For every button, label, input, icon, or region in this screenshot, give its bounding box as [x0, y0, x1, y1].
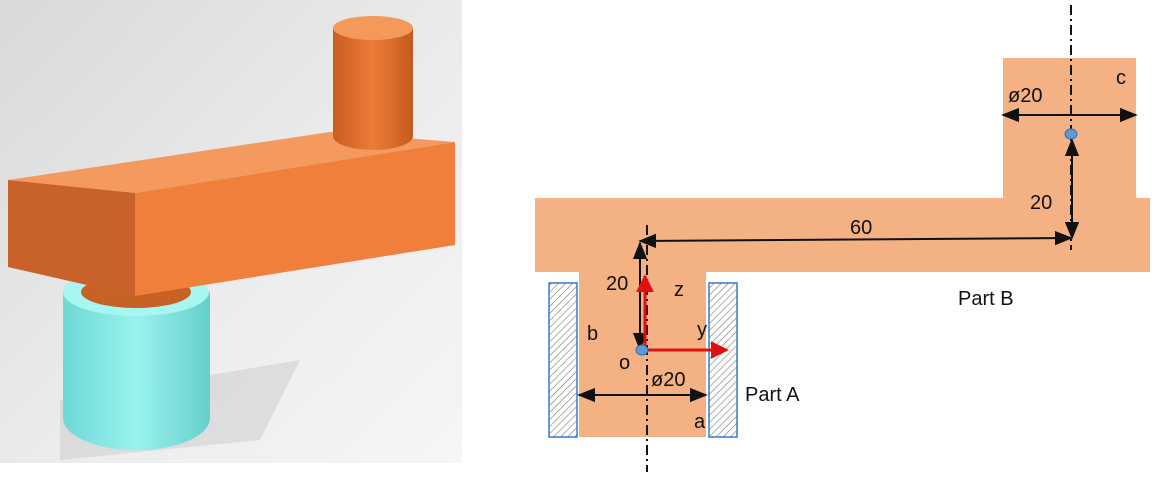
corner-c-label: c	[1116, 67, 1126, 89]
axis-y-label: y	[697, 319, 707, 341]
dim-top-diameter-label: ø20	[1008, 85, 1042, 107]
dim-vertical-a-label: 20	[606, 273, 628, 295]
label-o: o	[619, 352, 630, 374]
pin-cylinder	[333, 16, 413, 150]
support-right	[708, 282, 738, 438]
dim-vertical-b-label: 20	[1030, 192, 1052, 214]
label-a: a	[694, 411, 706, 433]
part-a-label: Part A	[745, 384, 800, 406]
dim-bottom-diameter-label: ø20	[651, 369, 685, 391]
dim-horizontal-label: 60	[850, 217, 872, 239]
origin-point-icon	[635, 344, 649, 356]
3d-crank-render-icon	[0, 0, 462, 463]
part-b-label: Part B	[958, 288, 1014, 310]
axis-z-label: z	[674, 279, 684, 301]
crank-bar	[8, 132, 455, 296]
dim-horizontal-line	[638, 230, 1073, 249]
label-b: b	[587, 323, 598, 345]
support-left	[548, 282, 578, 438]
joint-point-icon	[1064, 128, 1078, 140]
